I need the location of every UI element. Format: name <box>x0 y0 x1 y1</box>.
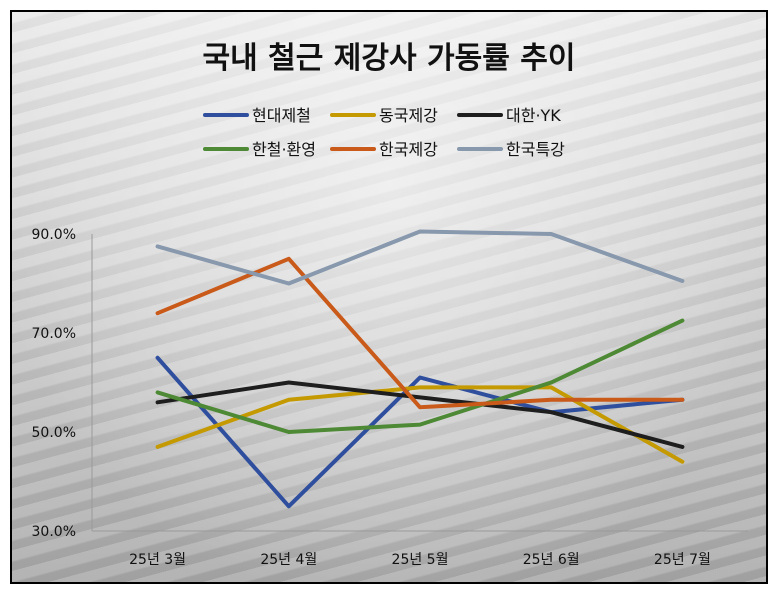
legend-label: 한국특강 <box>506 140 565 159</box>
x-tick-label: 25년 6월 <box>523 552 580 568</box>
series-line-4 <box>155 318 685 434</box>
x-tick-label: 25년 5월 <box>392 552 449 568</box>
axes: 90.0% 70.0% 50.0% 30.0% 25년 3월 25년 4월 25년 5월 25… <box>32 227 748 568</box>
background-veil <box>12 12 766 582</box>
legend-label: 동국제강 <box>379 106 438 125</box>
series-line-1 <box>155 355 685 509</box>
x-tick-label: 25년 3월 <box>129 552 186 568</box>
x-tick-label: 25년 7월 <box>654 552 711 568</box>
y-tick-label: 50.0% <box>32 425 76 441</box>
y-tick-label: 90.0% <box>32 227 76 243</box>
series-line-3 <box>155 380 685 449</box>
legend-label: 한국제강 <box>379 140 438 159</box>
chart-frame <box>10 10 768 584</box>
legend-label: 현대제철 <box>252 106 311 125</box>
x-tick-label: 25년 4월 <box>260 552 317 568</box>
series-lines <box>155 229 685 509</box>
series-line-2 <box>155 385 685 464</box>
series-line-6 <box>155 229 685 286</box>
legend: 현대제철 동국제강 대한·YK 한철·환영 한국제강 한국특강 <box>203 106 565 159</box>
legend-label: 대한·YK <box>506 106 561 125</box>
y-tick-label: 70.0% <box>32 326 76 342</box>
y-tick-label: 30.0% <box>32 524 76 540</box>
legend-label: 한철·환영 <box>252 140 316 159</box>
chart-title: 국내 철근 제강사 가동률 추이 <box>203 41 576 76</box>
series-line-5 <box>155 256 685 410</box>
